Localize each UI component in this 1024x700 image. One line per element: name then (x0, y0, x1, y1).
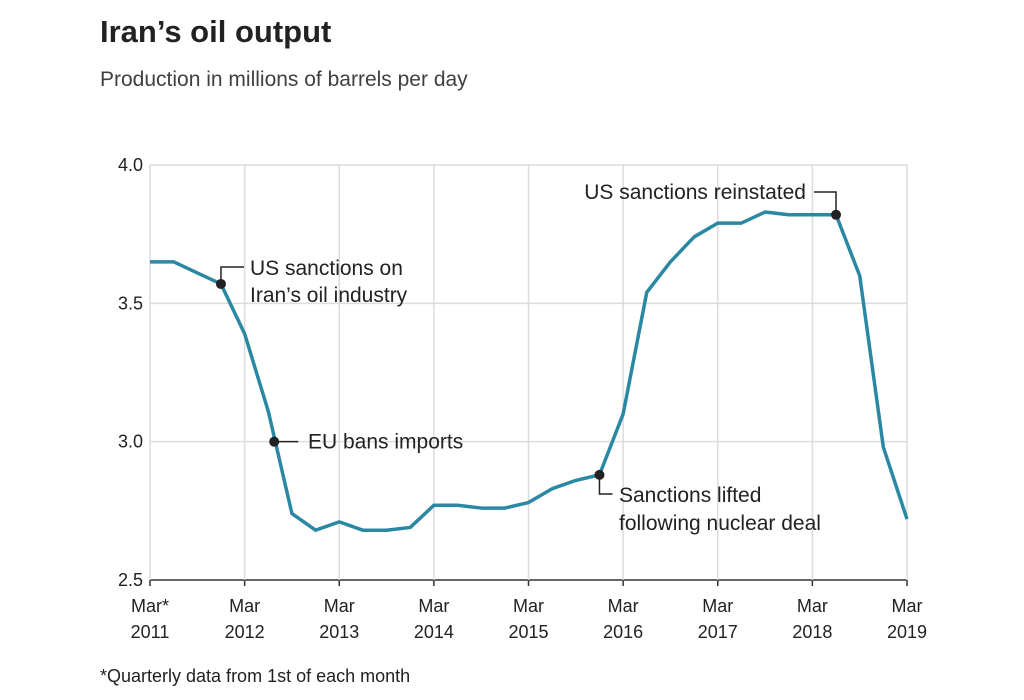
x-tick-label: 2016 (603, 622, 643, 642)
x-tick-label: 2015 (508, 622, 548, 642)
annotation-leader (814, 191, 837, 215)
x-tick-label: 2014 (414, 622, 454, 642)
annotation-marker (215, 278, 226, 289)
annotation-marker (594, 469, 605, 480)
chart-subtitle: Production in millions of barrels per da… (100, 68, 468, 91)
y-tick-label: 3.0 (118, 432, 143, 452)
x-tick-label: Mar (324, 596, 355, 616)
annotation-leader (598, 474, 613, 495)
y-tick-label: 2.5 (118, 570, 143, 590)
x-tick-label: 2017 (698, 622, 738, 642)
x-tick-label: 2013 (319, 622, 359, 642)
y-tick-label: 4.0 (118, 155, 143, 175)
annotation-label: Iran’s oil industry (250, 284, 408, 307)
annotation-marker (831, 209, 842, 220)
x-tick-label: Mar (513, 596, 544, 616)
annotation-label: US sanctions reinstated (584, 181, 806, 204)
x-tick-label: Mar (229, 596, 260, 616)
x-tick-label: Mar (892, 596, 923, 616)
annotation-label: EU bans imports (308, 431, 463, 454)
footnote: *Quarterly data from 1st of each month (100, 666, 411, 686)
annotation-label: following nuclear deal (619, 512, 821, 535)
y-tick-label: 3.5 (118, 293, 143, 313)
x-tick-label: Mar (702, 596, 733, 616)
x-tick-label: 2012 (225, 622, 265, 642)
x-tick-label: Mar (797, 596, 828, 616)
annotation-label: Sanctions lifted (619, 484, 761, 507)
chart-title: Iran’s oil output (100, 14, 332, 49)
annotation-leader (220, 266, 244, 284)
x-tick-label: Mar* (131, 596, 169, 616)
x-tick-label: 2011 (131, 622, 170, 642)
x-tick-label: Mar (608, 596, 639, 616)
x-tick-label: 2019 (887, 622, 927, 642)
annotation-marker (269, 436, 280, 447)
x-tick-label: 2018 (792, 622, 832, 642)
annotation-label: US sanctions on (250, 257, 403, 280)
x-tick-label: Mar (418, 596, 449, 616)
